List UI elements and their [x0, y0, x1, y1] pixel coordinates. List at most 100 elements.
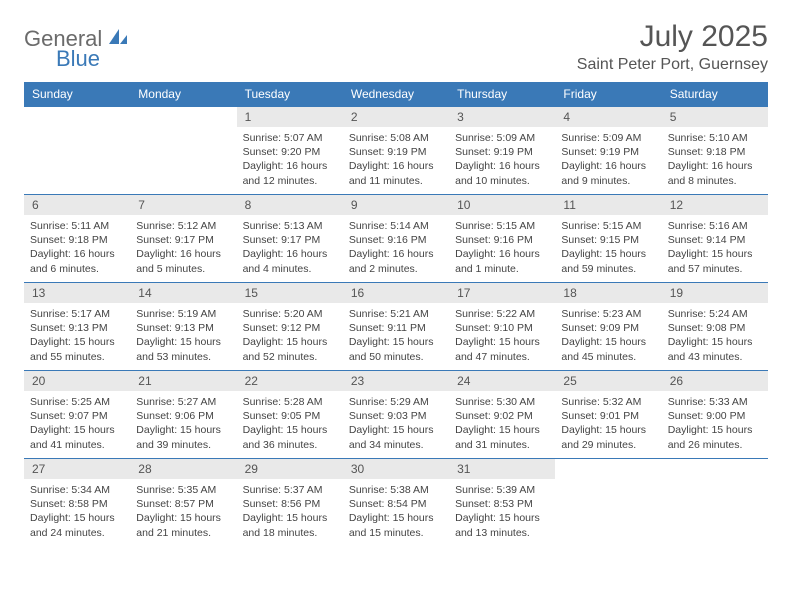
calendar-day-cell: 28Sunrise: 5:35 AMSunset: 8:57 PMDayligh…	[130, 459, 236, 547]
day-details: Sunrise: 5:15 AMSunset: 9:15 PMDaylight:…	[555, 215, 661, 282]
day-number: 1	[237, 107, 343, 127]
calendar-week-row: 1 Sunrise: 5:07 AMSunset: 9:20 PMDaylight…	[24, 107, 768, 195]
sunset-line: Sunset: 9:05 PM	[243, 409, 337, 423]
sunrise-line: Sunrise: 5:25 AM	[30, 395, 124, 409]
sunset-line: Sunset: 9:16 PM	[349, 233, 443, 247]
calendar-day-cell: 9Sunrise: 5:14 AMSunset: 9:16 PMDaylight…	[343, 195, 449, 283]
sunrise-line: Sunrise: 5:15 AM	[455, 219, 549, 233]
calendar-day-cell	[130, 107, 236, 195]
day-details: Sunrise: 5:25 AMSunset: 9:07 PMDaylight:…	[24, 391, 130, 458]
sunrise-line: Sunrise: 5:13 AM	[243, 219, 337, 233]
sunrise-line: Sunrise: 5:14 AM	[349, 219, 443, 233]
calendar-day-cell: 30Sunrise: 5:38 AMSunset: 8:54 PMDayligh…	[343, 459, 449, 547]
sunset-line: Sunset: 9:10 PM	[455, 321, 549, 335]
sunset-line: Sunset: 8:58 PM	[30, 497, 124, 511]
calendar-day-cell: 6Sunrise: 5:11 AMSunset: 9:18 PMDaylight…	[24, 195, 130, 283]
calendar-day-cell: 29Sunrise: 5:37 AMSunset: 8:56 PMDayligh…	[237, 459, 343, 547]
calendar-table: SundayMondayTuesdayWednesdayThursdayFrid…	[24, 82, 768, 547]
sunset-line: Sunset: 9:11 PM	[349, 321, 443, 335]
calendar-week-row: 20Sunrise: 5:25 AMSunset: 9:07 PMDayligh…	[24, 371, 768, 459]
sunset-line: Sunset: 9:16 PM	[455, 233, 549, 247]
sunrise-line: Sunrise: 5:33 AM	[668, 395, 762, 409]
sunset-line: Sunset: 9:20 PM	[243, 145, 337, 159]
dayname-header: Thursday	[449, 82, 555, 107]
day-number: 21	[130, 371, 236, 391]
sunset-line: Sunset: 9:12 PM	[243, 321, 337, 335]
sunrise-line: Sunrise: 5:07 AM	[243, 131, 337, 145]
day-number: 19	[662, 283, 768, 303]
day-number: 23	[343, 371, 449, 391]
dayname-header: Saturday	[662, 82, 768, 107]
dayname-header: Tuesday	[237, 82, 343, 107]
day-details: Sunrise: 5:20 AMSunset: 9:12 PMDaylight:…	[237, 303, 343, 370]
calendar-day-cell	[555, 459, 661, 547]
day-number: 10	[449, 195, 555, 215]
calendar-day-cell: 27Sunrise: 5:34 AMSunset: 8:58 PMDayligh…	[24, 459, 130, 547]
sunset-line: Sunset: 8:57 PM	[136, 497, 230, 511]
daylight-line: Daylight: 15 hours and 41 minutes.	[30, 423, 124, 451]
sunrise-line: Sunrise: 5:39 AM	[455, 483, 549, 497]
day-number: 8	[237, 195, 343, 215]
location-subtitle: Saint Peter Port, Guernsey	[577, 56, 768, 74]
calendar-day-cell: 19Sunrise: 5:24 AMSunset: 9:08 PMDayligh…	[662, 283, 768, 371]
logo-sail-icon	[107, 27, 129, 52]
title-block: July 2025 Saint Peter Port, Guernsey	[577, 20, 768, 74]
sunset-line: Sunset: 9:19 PM	[561, 145, 655, 159]
day-details: Sunrise: 5:14 AMSunset: 9:16 PMDaylight:…	[343, 215, 449, 282]
calendar-day-cell: 22Sunrise: 5:28 AMSunset: 9:05 PMDayligh…	[237, 371, 343, 459]
calendar-day-cell: 11Sunrise: 5:15 AMSunset: 9:15 PMDayligh…	[555, 195, 661, 283]
sunrise-line: Sunrise: 5:20 AM	[243, 307, 337, 321]
day-number: 24	[449, 371, 555, 391]
sunset-line: Sunset: 9:13 PM	[136, 321, 230, 335]
daylight-line: Daylight: 15 hours and 26 minutes.	[668, 423, 762, 451]
daylight-line: Daylight: 15 hours and 34 minutes.	[349, 423, 443, 451]
day-number: 20	[24, 371, 130, 391]
daylight-line: Daylight: 15 hours and 15 minutes.	[349, 511, 443, 539]
header: General Blue July 2025 Saint Peter Port,…	[24, 20, 768, 74]
day-details: Sunrise: 5:16 AMSunset: 9:14 PMDaylight:…	[662, 215, 768, 282]
day-number: 3	[449, 107, 555, 127]
daylight-line: Daylight: 15 hours and 18 minutes.	[243, 511, 337, 539]
sunrise-line: Sunrise: 5:09 AM	[455, 131, 549, 145]
calendar-week-row: 6Sunrise: 5:11 AMSunset: 9:18 PMDaylight…	[24, 195, 768, 283]
sunset-line: Sunset: 8:53 PM	[455, 497, 549, 511]
calendar-day-cell: 21Sunrise: 5:27 AMSunset: 9:06 PMDayligh…	[130, 371, 236, 459]
calendar-week-row: 27Sunrise: 5:34 AMSunset: 8:58 PMDayligh…	[24, 459, 768, 547]
day-details: Sunrise: 5:32 AMSunset: 9:01 PMDaylight:…	[555, 391, 661, 458]
day-number: 15	[237, 283, 343, 303]
day-number: 17	[449, 283, 555, 303]
sunset-line: Sunset: 9:00 PM	[668, 409, 762, 423]
calendar-day-cell: 14Sunrise: 5:19 AMSunset: 9:13 PMDayligh…	[130, 283, 236, 371]
calendar-day-cell: 17Sunrise: 5:22 AMSunset: 9:10 PMDayligh…	[449, 283, 555, 371]
day-number: 31	[449, 459, 555, 479]
daylight-line: Daylight: 16 hours and 6 minutes.	[30, 247, 124, 275]
day-number: 4	[555, 107, 661, 127]
day-details: Sunrise: 5:15 AMSunset: 9:16 PMDaylight:…	[449, 215, 555, 282]
dayname-header: Monday	[130, 82, 236, 107]
daylight-line: Daylight: 16 hours and 1 minute.	[455, 247, 549, 275]
day-details: Sunrise: 5:37 AMSunset: 8:56 PMDaylight:…	[237, 479, 343, 546]
day-number: 13	[24, 283, 130, 303]
sunrise-line: Sunrise: 5:38 AM	[349, 483, 443, 497]
day-details: Sunrise: 5:34 AMSunset: 8:58 PMDaylight:…	[24, 479, 130, 546]
day-details: Sunrise: 5:28 AMSunset: 9:05 PMDaylight:…	[237, 391, 343, 458]
day-details: Sunrise: 5:17 AMSunset: 9:13 PMDaylight:…	[24, 303, 130, 370]
calendar-day-cell: 20Sunrise: 5:25 AMSunset: 9:07 PMDayligh…	[24, 371, 130, 459]
sunrise-line: Sunrise: 5:34 AM	[30, 483, 124, 497]
daylight-line: Daylight: 16 hours and 2 minutes.	[349, 247, 443, 275]
daylight-line: Daylight: 15 hours and 29 minutes.	[561, 423, 655, 451]
sunrise-line: Sunrise: 5:22 AM	[455, 307, 549, 321]
calendar-day-cell: 31 Sunrise: 5:39 AMSunset: 8:53 PMDayligh…	[449, 459, 555, 547]
daylight-line: Daylight: 15 hours and 13 minutes.	[455, 511, 549, 539]
daylight-line: Daylight: 15 hours and 50 minutes.	[349, 335, 443, 363]
sunset-line: Sunset: 9:06 PM	[136, 409, 230, 423]
logo-text-blue: Blue	[56, 46, 100, 71]
sunset-line: Sunset: 9:17 PM	[136, 233, 230, 247]
sunset-line: Sunset: 9:09 PM	[561, 321, 655, 335]
page-title: July 2025	[577, 20, 768, 54]
day-details: Sunrise: 5:19 AMSunset: 9:13 PMDaylight:…	[130, 303, 236, 370]
sunset-line: Sunset: 9:07 PM	[30, 409, 124, 423]
calendar-day-cell: 5Sunrise: 5:10 AMSunset: 9:18 PMDaylight…	[662, 107, 768, 195]
daylight-line: Daylight: 16 hours and 12 minutes.	[243, 159, 337, 187]
calendar-day-cell: 25Sunrise: 5:32 AMSunset: 9:01 PMDayligh…	[555, 371, 661, 459]
